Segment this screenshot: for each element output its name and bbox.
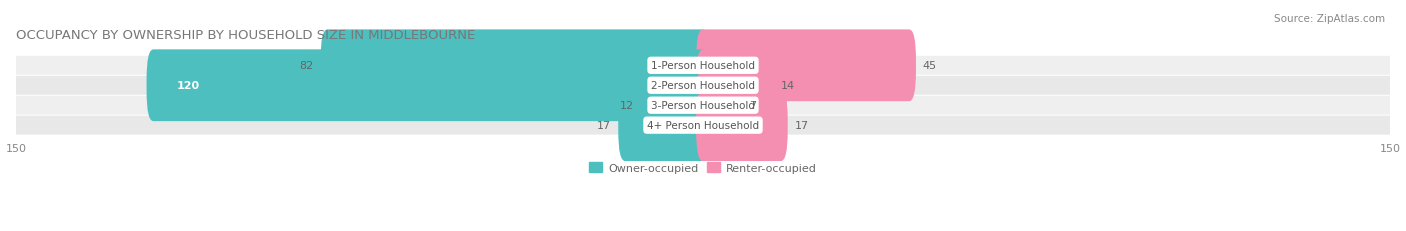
FancyBboxPatch shape [641, 70, 710, 141]
Text: 2-Person Household: 2-Person Household [651, 81, 755, 91]
FancyBboxPatch shape [696, 50, 773, 122]
FancyBboxPatch shape [7, 96, 1399, 115]
Text: 17: 17 [794, 121, 808, 131]
FancyBboxPatch shape [7, 57, 1399, 76]
Text: OCCUPANCY BY OWNERSHIP BY HOUSEHOLD SIZE IN MIDDLEBOURNE: OCCUPANCY BY OWNERSHIP BY HOUSEHOLD SIZE… [15, 29, 475, 42]
FancyBboxPatch shape [696, 70, 742, 141]
FancyBboxPatch shape [696, 30, 915, 102]
FancyBboxPatch shape [696, 90, 787, 161]
Text: 7: 7 [749, 101, 756, 111]
Text: Source: ZipAtlas.com: Source: ZipAtlas.com [1274, 14, 1385, 24]
FancyBboxPatch shape [7, 76, 1399, 95]
Text: 82: 82 [299, 61, 314, 71]
FancyBboxPatch shape [321, 30, 710, 102]
Text: 3-Person Household: 3-Person Household [651, 101, 755, 111]
FancyBboxPatch shape [146, 50, 710, 122]
Text: 17: 17 [598, 121, 612, 131]
Text: 120: 120 [176, 81, 200, 91]
Text: 1-Person Household: 1-Person Household [651, 61, 755, 71]
Text: 12: 12 [620, 101, 634, 111]
Text: 45: 45 [922, 61, 936, 71]
Text: 14: 14 [780, 81, 794, 91]
FancyBboxPatch shape [619, 90, 710, 161]
Legend: Owner-occupied, Renter-occupied: Owner-occupied, Renter-occupied [585, 158, 821, 177]
FancyBboxPatch shape [7, 116, 1399, 135]
Text: 4+ Person Household: 4+ Person Household [647, 121, 759, 131]
